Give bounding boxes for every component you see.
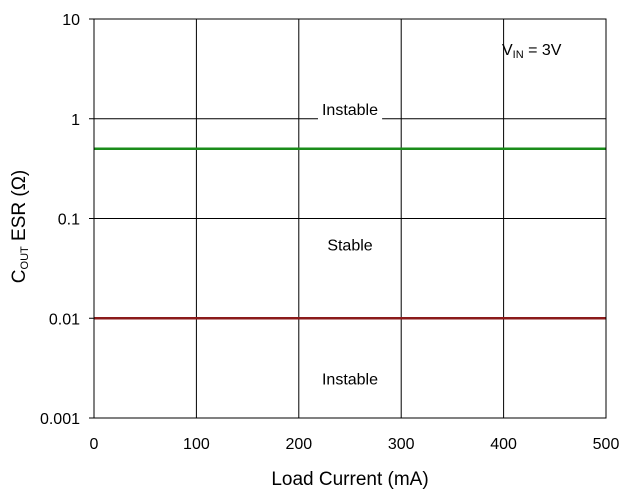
- y-tick-label: 0.1: [58, 212, 80, 229]
- region-label: Instable: [322, 102, 378, 119]
- x-tick-label: 300: [388, 436, 415, 453]
- x-tick-label: 200: [285, 436, 312, 453]
- series-lines: [94, 147, 606, 320]
- condition-label: VIN = 3V: [502, 42, 562, 61]
- y-tick-labels: 0.001 0.01 0.1 1 10: [40, 12, 80, 428]
- x-tick-label: 0: [90, 436, 99, 453]
- plot-area-frame: [93, 18, 607, 419]
- grid-lines: [89, 18, 607, 419]
- x-tick-label: 500: [593, 436, 620, 453]
- x-tick-labels: 0 100 200 300 400 500: [90, 436, 620, 453]
- y-tick-label: 0.001: [40, 411, 80, 428]
- y-tick-label: 1: [71, 112, 80, 129]
- region-label: Stable: [327, 237, 372, 254]
- region-label-background: [323, 235, 377, 257]
- region-label-background: [317, 100, 383, 122]
- region-label: Instable: [322, 371, 378, 388]
- region-annotations: Instable Stable Instable: [317, 100, 383, 391]
- x-tick-label: 400: [490, 436, 517, 453]
- y-axis-title: COUT ESR (Ω): [9, 170, 31, 283]
- y-tick-label: 0.01: [49, 311, 80, 328]
- y-tick-label: 10: [62, 12, 80, 29]
- x-tick-label: 100: [183, 436, 210, 453]
- region-label-background: [317, 369, 383, 391]
- x-axis-title: Load Current (mA): [271, 469, 428, 490]
